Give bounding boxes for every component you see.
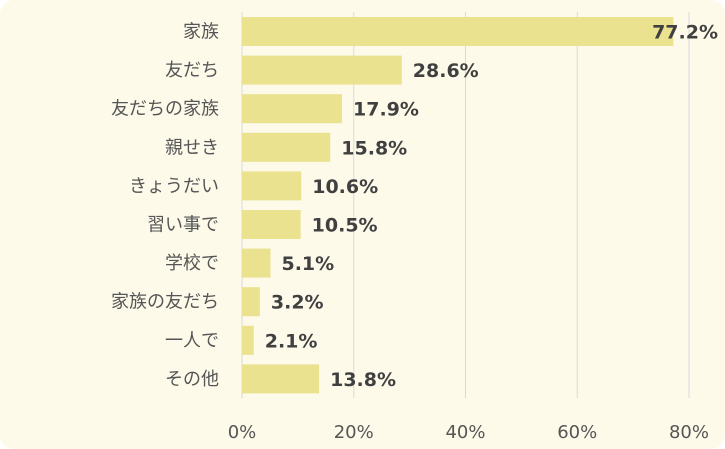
value-labels: 77.2% 28.6% 17.9% 15.8% 10.6% 10.5% 5.1% 3.2% 2.… [265,22,718,391]
category-label: 友だち [165,60,219,81]
category-label: きょうだい [129,176,219,197]
x-tick-label: 80% [669,422,709,443]
category-label: 家族の友だち [111,292,219,313]
value-label: 28.6% [413,60,479,82]
x-axis-tick-labels: 0% 20% 40% 60% 80% [228,422,709,443]
bar [242,248,271,278]
category-label: 一人で [165,330,219,351]
x-tick-label: 60% [557,422,597,443]
value-label: 77.2% [652,22,718,44]
value-label: 13.8% [330,369,396,391]
x-tick-label: 20% [334,422,374,443]
value-label: 2.1% [265,330,318,352]
bar [242,325,254,355]
bar [242,94,343,124]
bar [242,171,302,201]
bars [242,17,674,394]
bar [242,17,674,46]
value-label: 10.5% [312,215,378,237]
x-tick-label: 0% [228,422,257,443]
category-label: 友だちの家族 [111,99,219,120]
category-label: 学校で [165,253,219,274]
value-label: 5.1% [281,253,334,275]
bar [242,364,320,394]
value-label: 10.6% [312,176,378,198]
value-label: 17.9% [353,99,419,121]
category-label: 親せき [165,137,219,158]
category-label: その他 [165,369,219,390]
bar [242,210,301,239]
bar [242,55,402,85]
x-tick-label: 40% [445,422,485,443]
bar [242,287,260,317]
value-label: 15.8% [341,137,407,159]
bar [242,132,331,162]
category-label: 家族 [183,22,219,43]
value-label: 3.2% [271,292,324,314]
category-label: 習い事で [147,215,219,236]
